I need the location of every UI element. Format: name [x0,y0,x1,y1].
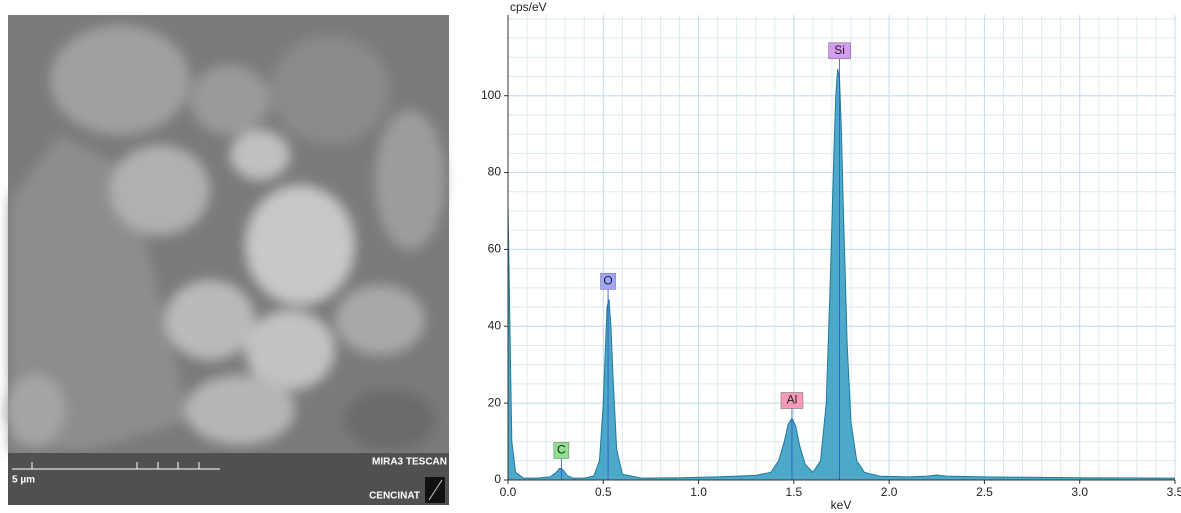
x-tick-label: 1.0 [690,485,707,499]
y-tick-label: 40 [488,318,502,332]
x-tick-label: 2.5 [976,485,993,499]
instrument-label: MIRA3 TESCAN [372,457,447,468]
y-axis-label: cps/eV [510,0,547,14]
lab-label: CENCINAT [369,491,420,502]
x-tick-label: 2.0 [881,485,898,499]
peak-label: O [603,274,612,288]
x-tick-label: 3.0 [1071,485,1088,499]
x-tick-label: 3.5 [1167,485,1181,499]
y-tick-label: 20 [488,395,502,409]
y-tick-label: 100 [481,88,501,102]
figure: 5 µm MIRA3 TESCAN CENCINAT C O Al Si cps/eV… [0,0,1181,513]
x-axis-label: keV [831,498,852,512]
y-tick-label: 0 [494,472,501,486]
peak-label: C [557,443,566,457]
peak-label: Al [787,393,798,407]
y-tick-label: 60 [488,242,502,256]
sem-image: 5 µm MIRA3 TESCAN CENCINAT [5,15,449,505]
scale-label: 5 µm [12,475,35,486]
y-tick-label: 80 [488,165,502,179]
x-tick-label: 0.5 [595,485,612,499]
peak-label: Si [834,43,845,57]
x-tick-label: 1.5 [786,485,803,499]
x-tick-label: 0.0 [500,485,517,499]
